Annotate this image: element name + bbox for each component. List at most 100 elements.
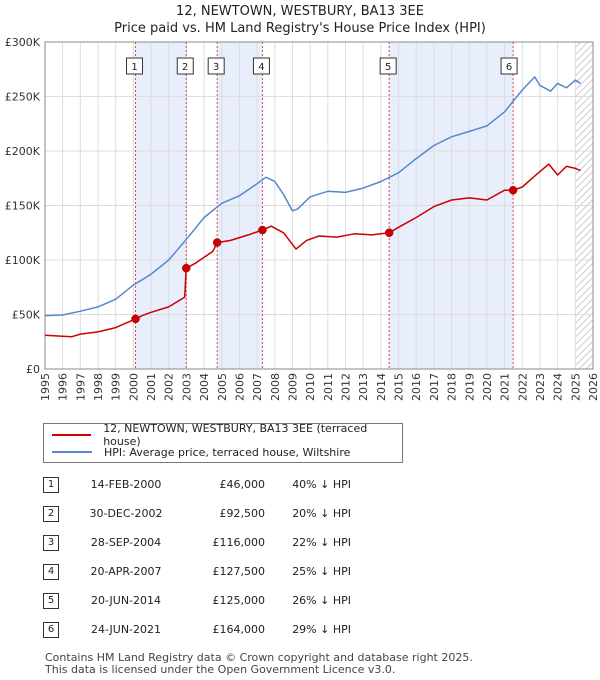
x-tick-label: 2026 [587,373,600,401]
legend: 12, NEWTOWN, WESTBURY, BA13 3EE (terrace… [43,422,403,463]
x-tick-label: 2008 [269,373,282,401]
sale-date: 14-FEB-2000 [90,478,162,491]
sale-marker-label: 6 [506,62,512,73]
sale-hpi-diff: 20% ↓ HPI [292,507,351,520]
sale-date: 30-DEC-2002 [89,507,163,520]
x-tick-label: 1996 [57,373,70,401]
sale-price: £125,000 [212,594,266,607]
x-tick-label: 2023 [534,373,547,401]
x-tick-label: 2000 [127,373,140,401]
table-row: 5 20-JUN-2014 £125,000 26% ↓ HPI [43,586,351,615]
x-tick-label: 2013 [357,373,370,401]
legend-item-property: 12, NEWTOWN, WESTBURY, BA13 3EE (terrace… [52,422,402,448]
x-tick-label: 2009 [286,373,299,401]
sale-point [384,228,394,237]
sale-point [131,314,140,324]
sale-hpi-diff: 26% ↓ HPI [292,594,351,607]
x-tick-label: 1997 [74,373,87,401]
x-tick-label: 2003 [180,373,193,401]
x-tick-label: 1999 [110,373,123,401]
legend-swatch-property [52,434,92,436]
y-tick-label: £50K [12,309,41,322]
sale-marker-box [176,57,194,75]
x-tick-label: 1995 [39,373,52,401]
sale-price: £92,500 [219,507,266,520]
x-tick-label: 2002 [163,373,176,401]
x-tick-label: 2025 [569,373,582,401]
sale-marker-box [207,57,225,75]
x-tick-label: 1998 [92,373,105,401]
y-tick-label: £300K [5,36,41,49]
x-tick-label: 2022 [516,373,529,401]
sale-number: 4 [43,563,59,580]
footer: Contains HM Land Registry data © Crown c… [45,652,473,676]
table-row: 4 20-APR-2007 £127,500 25% ↓ HPI [43,557,351,586]
sale-date: 20-JUN-2014 [90,594,162,607]
sale-number: 5 [43,592,59,609]
sale-marker-box [379,57,397,75]
x-tick-label: 2012 [340,373,353,401]
sale-marker-label: 3 [213,62,219,73]
legend-label-hpi: HPI: Average price, terraced house, Wilt… [104,445,351,459]
x-tick-label: 2018 [446,373,459,401]
x-tick-label: 2007 [251,373,264,401]
x-tick-label: 2024 [552,373,565,401]
legend-item-hpi: HPI: Average price, terraced house, Wilt… [52,444,350,460]
x-tick-label: 2011 [322,373,335,401]
footer-copyright: Contains HM Land Registry data © Crown c… [45,651,473,664]
x-tick-label: 2015 [393,373,406,401]
sale-point [212,238,222,247]
sale-number: 3 [43,534,59,551]
x-tick-label: 2017 [428,373,441,401]
chart-subtitle: Price paid vs. HM Land Registry's House … [114,21,486,36]
x-tick-label: 2005 [216,373,229,401]
x-tick-label: 2020 [481,373,494,401]
y-tick-label: £150K [5,200,41,213]
sale-number: 6 [43,621,59,638]
legend-swatch-hpi [52,451,92,453]
sale-date: 28-SEP-2004 [90,536,162,549]
sales-table: 1 14-FEB-2000 £46,000 40% ↓ HPI 2 30-DEC… [43,470,351,644]
x-tick-label: 2006 [233,373,246,401]
sale-number: 2 [43,505,59,522]
sale-number: 1 [43,476,59,493]
sale-point [508,185,518,195]
sale-marker-box [252,57,270,75]
sale-date: 24-JUN-2021 [90,623,162,636]
sale-marker-box [500,57,518,75]
y-tick-label: £200K [5,145,41,158]
x-tick-label: 2010 [304,373,317,401]
sale-price: £46,000 [219,478,266,491]
sale-hpi-diff: 29% ↓ HPI [292,623,351,636]
table-row: 1 14-FEB-2000 £46,000 40% ↓ HPI [43,470,351,499]
x-tick-label: 2021 [499,373,512,401]
sale-hpi-diff: 22% ↓ HPI [292,536,351,549]
plot-frame [44,41,594,370]
x-tick-label: 2001 [145,373,158,401]
sale-hpi-diff: 40% ↓ HPI [292,478,351,491]
sale-marker-label: 4 [258,62,264,73]
table-row: 3 28-SEP-2004 £116,000 22% ↓ HPI [43,528,351,557]
sale-marker-label: 2 [182,62,188,73]
x-tick-label: 2016 [410,373,423,401]
sale-marker-label: 5 [385,62,391,73]
sale-price: £164,000 [212,623,266,636]
table-row: 6 24-JUN-2021 £164,000 29% ↓ HPI [43,615,351,644]
x-tick-label: 2004 [198,373,211,401]
price-chart: 1 2 3 4 5 6 £0 £50K £100K £150K £200K £250K £300K 199… [5,36,600,401]
sale-point [181,263,191,273]
x-tick-label: 2014 [375,373,388,401]
y-tick-label: £0 [26,363,40,376]
sale-date: 20-APR-2007 [90,565,162,578]
sale-price: £127,500 [212,565,266,578]
sale-marker-box [126,57,144,75]
hpi-line [44,76,581,317]
sale-point [258,225,267,235]
table-row: 2 30-DEC-2002 £92,500 20% ↓ HPI [43,499,351,528]
sale-price: £116,000 [212,536,266,549]
x-tick-label: 2019 [463,373,476,401]
footer-licence: This data is licensed under the Open Gov… [45,663,396,676]
sale-hpi-diff: 25% ↓ HPI [292,565,351,578]
chart-title: 12, NEWTOWN, WESTBURY, BA13 3EE [176,4,424,19]
y-tick-label: £100K [5,254,41,267]
